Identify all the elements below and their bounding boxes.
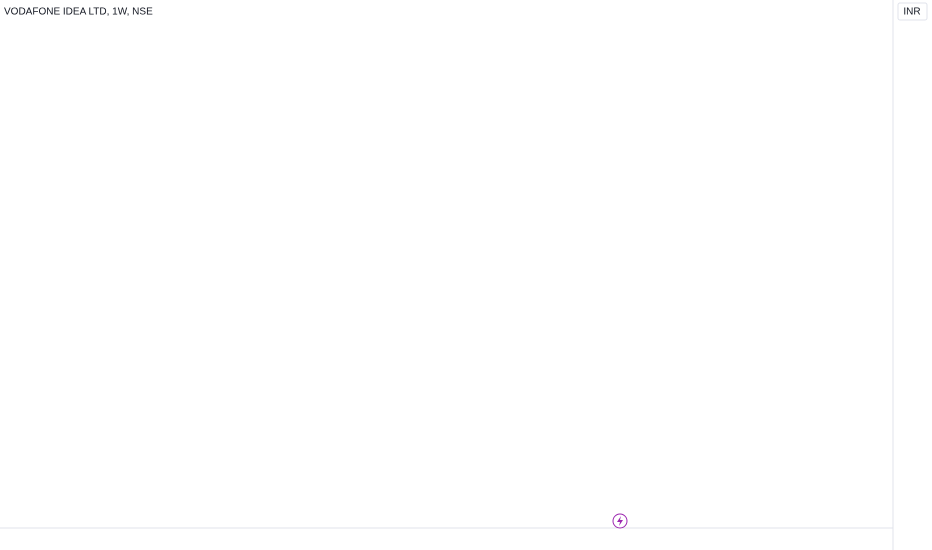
currency[interactable]: INR bbox=[903, 7, 920, 18]
event-bolt bbox=[617, 516, 623, 526]
currency-box[interactable] bbox=[897, 2, 928, 21]
chart-title: VODAFONE IDEA LTD, 1W, NSE bbox=[4, 7, 153, 18]
